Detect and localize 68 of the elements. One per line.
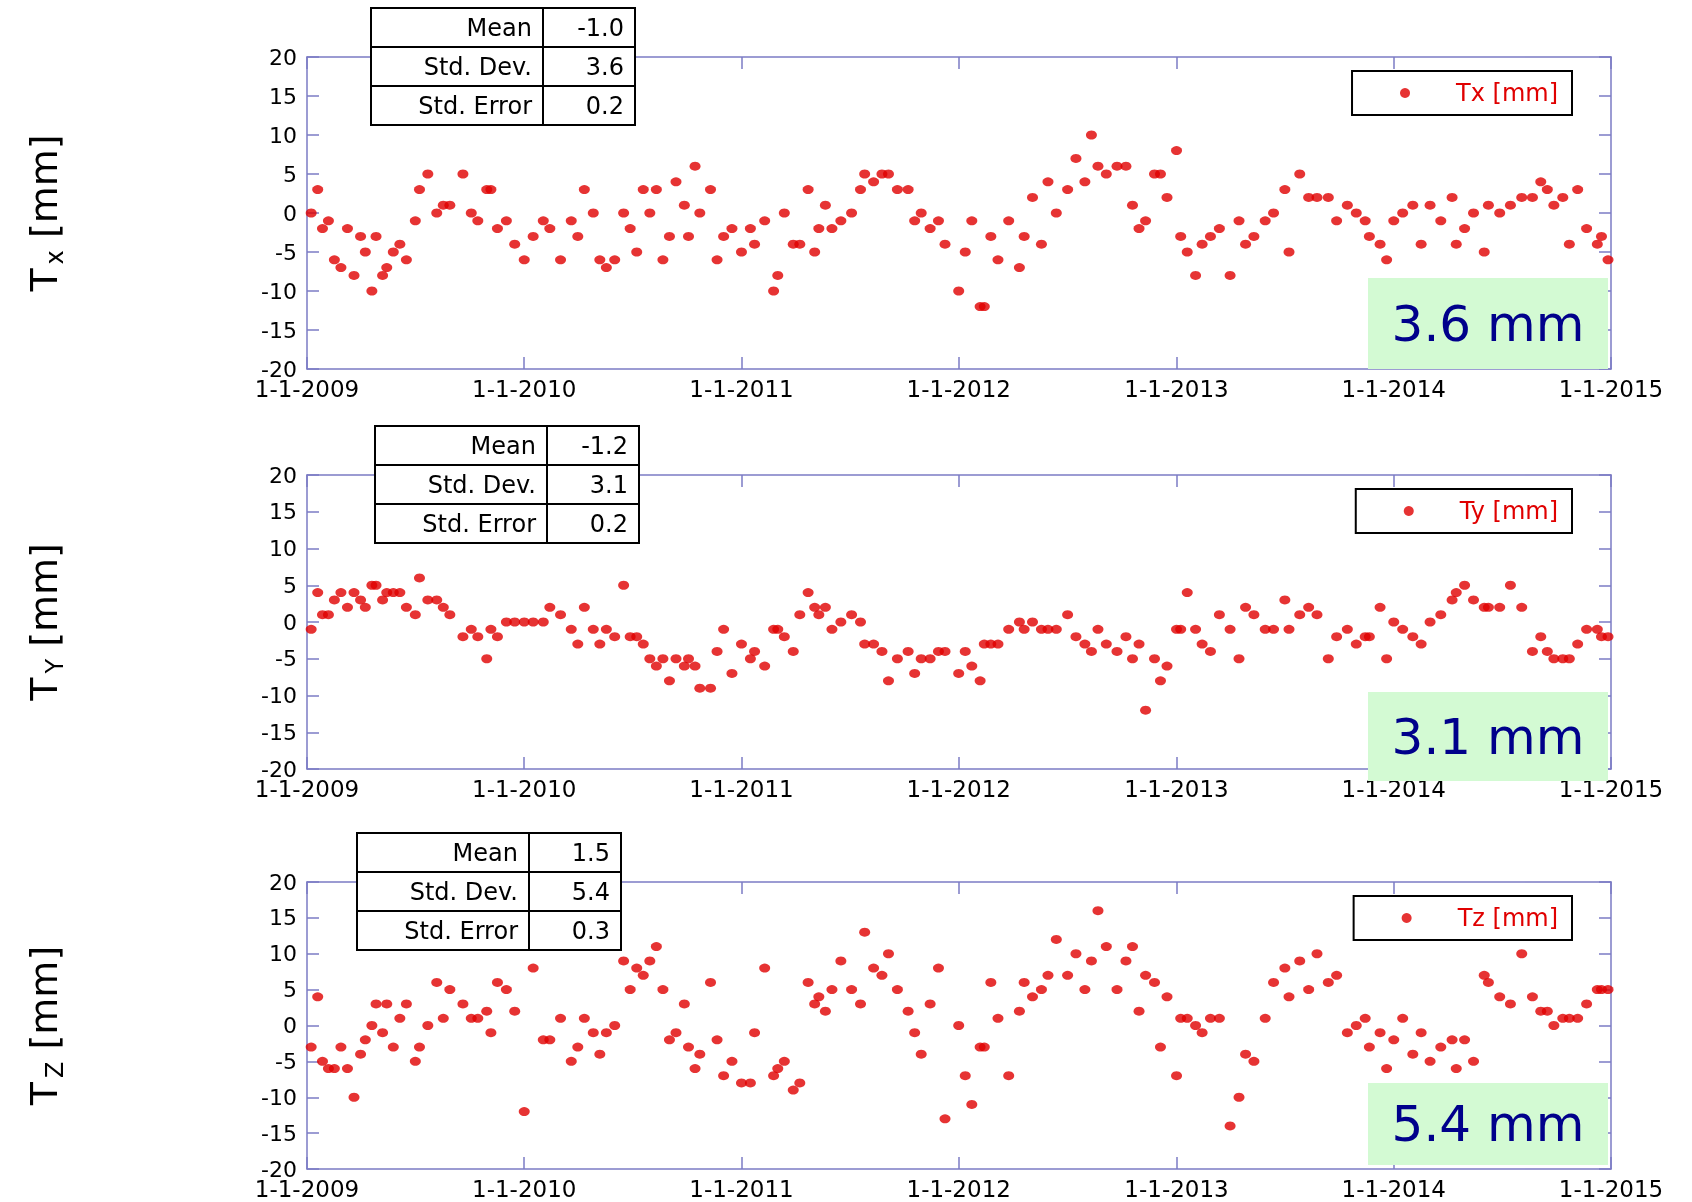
annotation: 5.4 mm <box>1368 1083 1608 1165</box>
y-tick-label: 0 <box>283 1013 297 1038</box>
text: Mean <box>357 833 529 872</box>
y-tick-label: 10 <box>269 122 297 148</box>
legend-label: Tx [mm] <box>1455 79 1559 107</box>
annotation: Std. Dev. <box>357 872 529 911</box>
y-tick-label: 15 <box>269 83 297 109</box>
y-tick-label: -5 <box>275 646 297 672</box>
x-tick-label: 1-1-2010 <box>472 1175 577 1202</box>
y-tick-label: -15 <box>261 1120 297 1146</box>
annotation: 0.2 <box>547 504 639 543</box>
x-tick-label: 1-1-2015 <box>1558 375 1664 402</box>
y-tick-label: 20 <box>269 44 297 70</box>
annotation: 5.4 <box>529 872 621 911</box>
x-tick-label: 1-1-2011 <box>689 775 794 802</box>
y-tick-label: -10 <box>261 278 297 304</box>
x-tick-label: 1-1-2013 <box>1124 1175 1229 1202</box>
x-tick-label: 1-1-2010 <box>472 775 577 802</box>
legend-label: Ty [mm] <box>1458 497 1559 525</box>
annotation: Std. Error <box>357 911 529 950</box>
y-tick-label: 5 <box>283 161 297 187</box>
y-tick-label: 10 <box>269 941 297 967</box>
x-tick-label: 1-1-2014 <box>1341 375 1446 402</box>
annotation: Std. Dev. <box>375 465 547 504</box>
y-tick-label: 20 <box>269 462 297 488</box>
annotation: 3.1 <box>547 465 639 504</box>
x-tick-label: 1-1-2015 <box>1558 1175 1664 1202</box>
y-tick-label: 20 <box>269 869 297 895</box>
text: -1.2 <box>547 426 639 465</box>
y-axis-title: TZ [mm] <box>22 945 69 1107</box>
x-tick-label: 1-1-2012 <box>906 1175 1011 1202</box>
y-tick-label: 5 <box>283 977 297 1003</box>
annotation: 3.1 mm <box>1391 707 1585 766</box>
y-tick-label: 15 <box>269 499 297 525</box>
text: Mean <box>375 426 547 465</box>
annotation: Std. Error <box>371 86 543 125</box>
y-tick-label: -10 <box>261 683 297 708</box>
annotation: 0.3 <box>529 911 621 950</box>
text: -1.0 <box>543 8 635 47</box>
y-tick-label: -10 <box>261 1084 297 1110</box>
annotation: 3.6 mm <box>1368 278 1608 369</box>
y-tick-label: -5 <box>275 1048 297 1074</box>
x-tick-label: 1-1-2011 <box>689 375 794 402</box>
legend-label: Tz [mm] <box>1456 904 1558 932</box>
text: Mean <box>371 8 543 47</box>
annotation: 3.6 <box>543 47 635 86</box>
x-tick-label: 1-1-2010 <box>472 375 577 402</box>
annotation: Std. Error <box>375 504 547 543</box>
x-tick-label: 1-1-2014 <box>1341 1175 1446 1202</box>
annotation: 0.2 <box>543 86 635 125</box>
text: 1.5 <box>529 833 621 872</box>
y-tick-label: -15 <box>261 719 297 745</box>
x-tick-label: 1-1-2011 <box>689 1175 794 1202</box>
y-axis-title: Tx [mm] <box>22 134 69 293</box>
annotation: Std. Dev. <box>371 47 543 86</box>
y-tick-label: -15 <box>261 317 297 343</box>
y-axis-title: TY [mm] <box>22 543 69 702</box>
x-tick-label: 1-1-2012 <box>906 775 1011 802</box>
y-tick-label: 0 <box>283 609 297 635</box>
x-tick-label: 1-1-2012 <box>906 375 1011 402</box>
y-tick-label: 5 <box>283 572 297 598</box>
x-tick-label: 1-1-2013 <box>1124 375 1229 402</box>
y-tick-label: 10 <box>269 536 297 561</box>
y-tick-label: -5 <box>275 239 297 265</box>
x-tick-label: 1-1-2015 <box>1558 775 1664 802</box>
y-tick-label: 15 <box>269 905 297 931</box>
y-tick-label: 0 <box>283 200 297 226</box>
x-tick-label: 1-1-2013 <box>1124 775 1229 802</box>
